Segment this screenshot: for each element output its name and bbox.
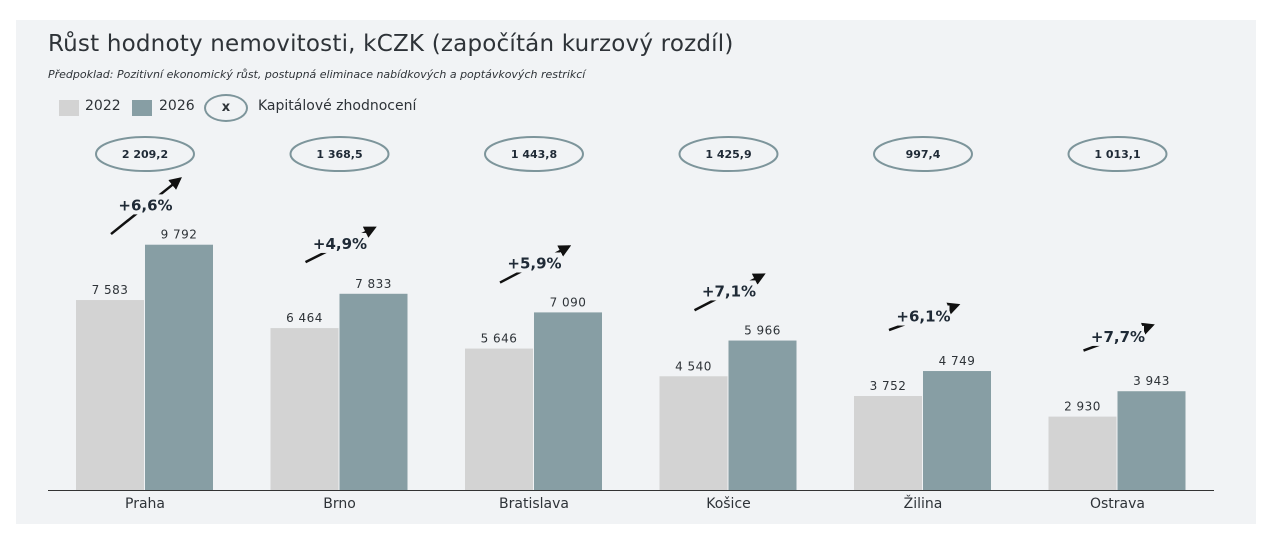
legend-swatch-2022: [59, 100, 79, 116]
growth-label-bg: [703, 280, 755, 301]
legend-swatch-2026: [132, 100, 152, 116]
bar-2022: [854, 396, 922, 490]
bar-2022: [1048, 416, 1117, 490]
bar-2026: [145, 244, 213, 490]
capital-appreciation-oval: [484, 136, 584, 172]
x-tick-label: Bratislava: [499, 496, 569, 512]
data-label-2022: 5 646: [481, 332, 518, 346]
capital-appreciation-oval: [289, 136, 390, 172]
growth-label-bg: [314, 232, 366, 253]
bar-2026: [923, 371, 991, 490]
legend-label-2022: 2022: [85, 98, 121, 114]
growth-label: +5,9%: [507, 254, 561, 272]
capital-appreciation-label: 1 368,5: [316, 148, 362, 161]
capital-appreciation-label: 2 209,2: [122, 148, 168, 161]
capital-appreciation-oval: [1067, 136, 1168, 172]
growth-label: +6,6%: [118, 196, 172, 214]
data-label-2026: 7 090: [550, 295, 587, 309]
growth-label-bg: [1092, 325, 1144, 346]
bar-2026: [534, 312, 602, 490]
capital-appreciation-label: 1 425,9: [705, 148, 751, 161]
growth-label: +7,7%: [1091, 328, 1145, 346]
data-label-2022: 7 583: [92, 283, 129, 297]
bar-2022: [659, 376, 728, 490]
data-label-2022: 6 464: [286, 311, 323, 325]
data-label-2026: 9 792: [161, 228, 198, 242]
data-label-2026: 5 966: [744, 324, 781, 338]
bar-2022: [465, 348, 533, 490]
x-tick-label: Praha: [125, 496, 165, 512]
capital-appreciation-label: 1 013,1: [1094, 148, 1140, 161]
data-label-2022: 4 540: [675, 359, 712, 373]
bar-2022: [270, 328, 339, 490]
bar-2026: [1117, 391, 1186, 490]
capital-appreciation-oval: [873, 136, 973, 172]
x-tick-label: Brno: [323, 496, 356, 512]
capital-appreciation-oval: [678, 136, 779, 172]
capital-appreciation-label: 1 443,8: [511, 148, 557, 161]
data-label-2026: 4 749: [939, 354, 976, 368]
x-tick-label: Košice: [706, 496, 751, 512]
x-tick-label: Žilina: [904, 494, 943, 512]
growth-label: +4,9%: [313, 235, 367, 253]
data-label-2026: 7 833: [355, 277, 392, 291]
legend-label-capital: Kapitálové zhodnocení: [258, 98, 417, 114]
chart-title: Růst hodnoty nemovitosti, kCZK (započítá…: [48, 31, 734, 57]
data-label-2026: 3 943: [1133, 374, 1170, 388]
growth-label: +6,1%: [896, 308, 950, 326]
growth-label-bg: [119, 194, 172, 215]
bar-2026: [339, 293, 408, 490]
growth-label: +7,1%: [702, 282, 756, 300]
data-label-2022: 3 752: [870, 379, 907, 393]
bar-2022: [76, 300, 144, 490]
x-tick-label: Ostrava: [1090, 496, 1145, 512]
bar-2026: [728, 340, 797, 490]
chart-subtitle: Předpoklad: Pozitivní ekonomický růst, p…: [48, 68, 586, 81]
legend-oval: x: [204, 94, 248, 122]
growth-label-bg: [508, 252, 561, 273]
legend-label-2026: 2026: [159, 98, 195, 114]
growth-label-bg: [897, 305, 950, 326]
data-label-2022: 2 930: [1064, 400, 1101, 414]
capital-appreciation-oval: [95, 136, 195, 172]
capital-appreciation-label: 997,4: [906, 148, 941, 161]
